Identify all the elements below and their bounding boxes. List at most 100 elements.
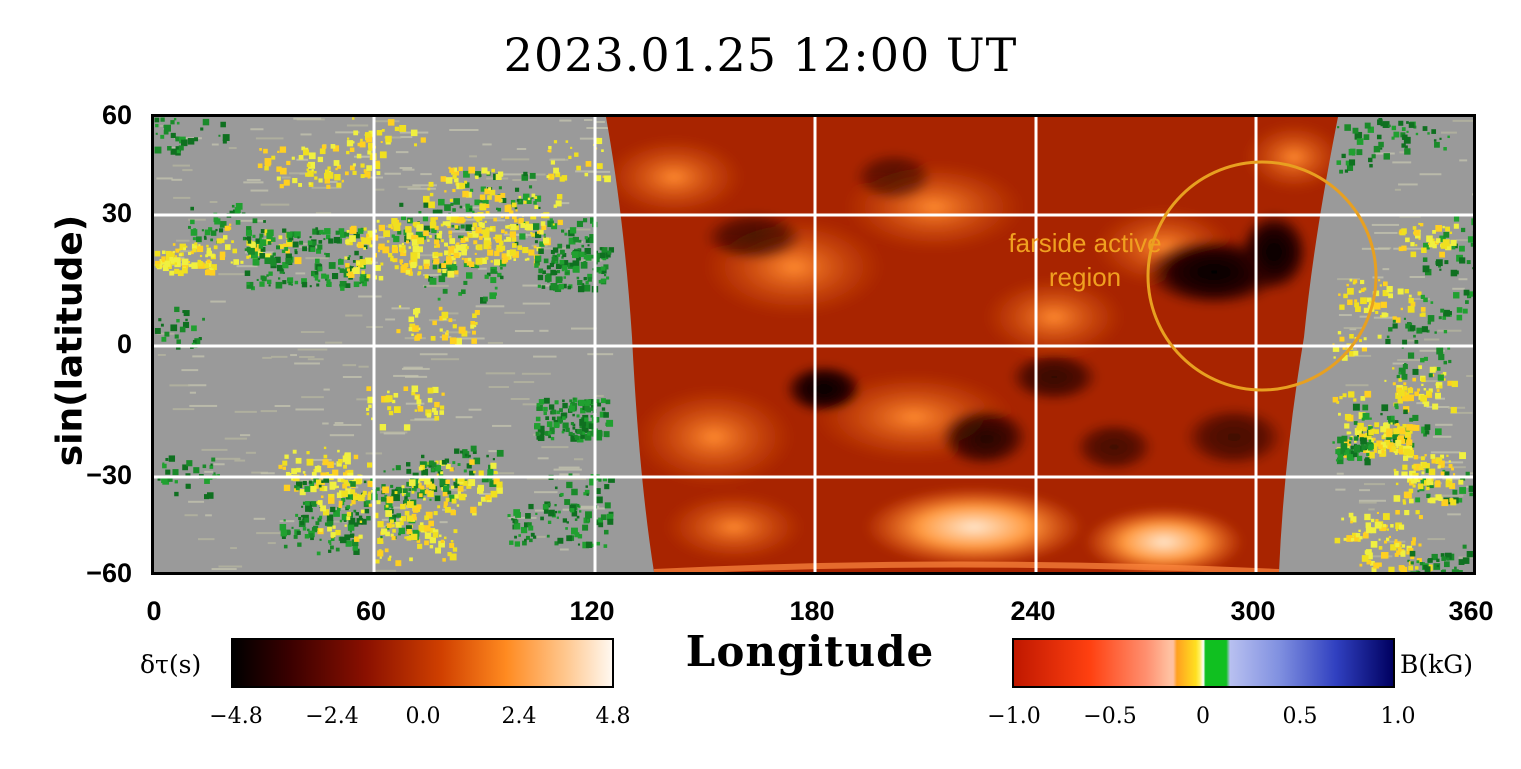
field-speckle: [589, 217, 597, 224]
field-speckle: [569, 227, 577, 234]
texture-streak: [510, 397, 530, 400]
field-speckle: [534, 263, 539, 268]
texture-streak: [243, 181, 264, 184]
field-speckle: [1471, 218, 1473, 226]
field-speckle: [468, 479, 476, 486]
field-speckle: [333, 510, 340, 517]
field-speckle: [1407, 476, 1414, 483]
field-speckle: [1438, 496, 1443, 501]
field-speckle: [493, 217, 497, 222]
field-speckle: [533, 201, 537, 205]
field-speckle: [451, 224, 455, 228]
texture-streak: [184, 514, 198, 517]
field-speckle: [352, 170, 357, 175]
field-speckle: [501, 253, 507, 259]
field-speckle: [320, 480, 324, 483]
field-speckle: [1384, 379, 1387, 382]
field-speckle: [557, 243, 563, 249]
field-speckle: [1404, 148, 1411, 155]
field-speckle: [468, 454, 471, 458]
field-speckle: [345, 540, 352, 547]
texture-streak: [549, 158, 569, 161]
field-speckle: [411, 486, 417, 492]
field-speckle: [321, 144, 327, 149]
field-speckle: [579, 251, 585, 258]
field-speckle: [1384, 440, 1390, 446]
field-speckle: [1448, 482, 1451, 485]
texture-streak: [333, 423, 362, 426]
field-speckle: [399, 259, 404, 264]
field-speckle: [292, 241, 299, 248]
field-speckle: [168, 455, 176, 462]
texture-streak: [587, 353, 614, 356]
field-speckle: [1439, 251, 1445, 258]
field-speckle: [554, 541, 559, 546]
field-speckle: [1337, 436, 1344, 444]
field-speckle: [1427, 242, 1431, 245]
field-speckle: [401, 242, 405, 246]
field-speckle: [490, 490, 498, 498]
field-speckle: [1348, 431, 1352, 435]
field-speckle: [534, 231, 542, 239]
field-speckle: [190, 250, 194, 255]
field-speckle: [475, 213, 483, 221]
field-speckle: [162, 265, 169, 272]
texture-streak: [1423, 380, 1439, 383]
field-speckle: [1403, 409, 1408, 415]
field-speckle: [1421, 383, 1424, 387]
field-speckle: [519, 233, 526, 240]
field-speckle: [423, 525, 431, 532]
field-speckle: [264, 257, 272, 265]
field-speckle: [1422, 562, 1425, 565]
field-speckle: [328, 493, 335, 501]
field-speckle: [172, 250, 175, 254]
field-speckle: [364, 508, 370, 514]
field-speckle: [547, 431, 552, 435]
field-speckle: [495, 174, 502, 180]
field-speckle: [1390, 422, 1393, 425]
texture-streak: [251, 471, 268, 474]
field-speckle: [322, 459, 329, 466]
field-speckle: [305, 147, 309, 151]
field-speckle: [1393, 428, 1400, 435]
field-speckle: [458, 235, 461, 239]
field-speckle: [523, 522, 529, 528]
field-speckle: [1353, 398, 1357, 402]
field-speckle: [268, 284, 271, 287]
texture-streak: [419, 353, 448, 356]
field-speckle: [553, 167, 559, 174]
field-speckle: [589, 478, 596, 486]
field-speckle: [569, 504, 576, 512]
texture-streak: [375, 120, 400, 123]
field-speckle: [1410, 555, 1415, 560]
field-speckle: [1427, 315, 1435, 322]
field-speckle: [174, 480, 178, 484]
field-speckle: [320, 495, 324, 499]
field-speckle: [1416, 558, 1422, 564]
field-speckle: [383, 470, 386, 473]
field-speckle: [547, 220, 554, 228]
field-speckle: [423, 263, 430, 270]
texture-streak: [1359, 489, 1370, 492]
field-speckle: [420, 485, 425, 490]
field-speckle: [443, 501, 448, 506]
field-speckle: [445, 221, 451, 227]
field-speckle: [561, 229, 565, 233]
field-speckle: [336, 182, 342, 188]
texture-streak: [538, 247, 566, 250]
field-speckle: [1447, 380, 1453, 386]
field-speckle: [341, 179, 344, 182]
field-speckle: [543, 233, 546, 236]
field-speckle: [1354, 299, 1358, 303]
field-speckle: [353, 454, 359, 460]
field-speckle: [303, 149, 309, 156]
texture-streak: [1444, 466, 1466, 469]
field-speckle: [595, 399, 600, 404]
field-speckle: [451, 265, 458, 272]
field-speckle: [1337, 126, 1340, 129]
field-speckle: [343, 519, 347, 522]
field-speckle: [1344, 439, 1351, 446]
field-speckle: [536, 403, 541, 407]
field-speckle: [363, 276, 369, 282]
field-speckle: [338, 259, 344, 265]
